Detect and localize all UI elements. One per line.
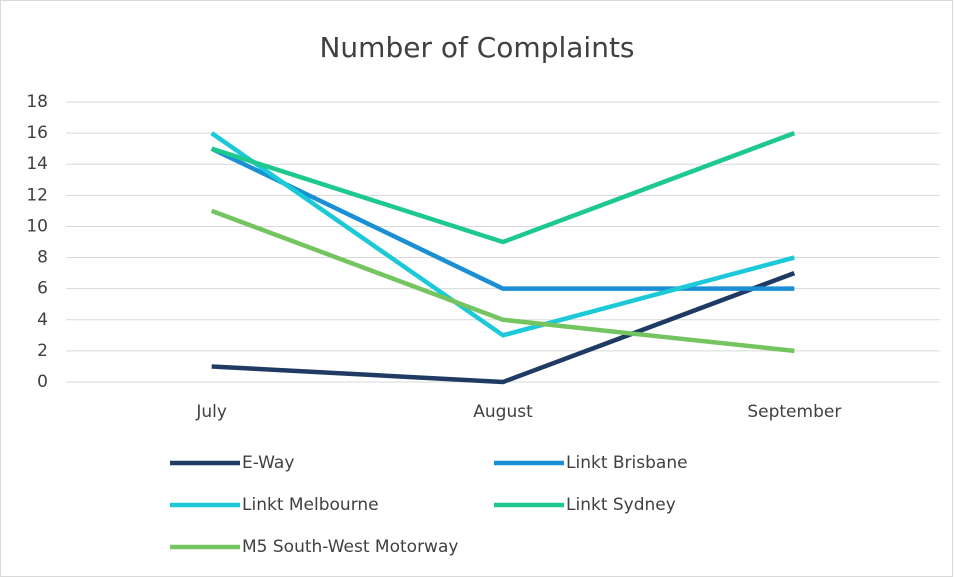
series-line (210, 131, 796, 245)
y-tick-label: 18 (26, 92, 48, 112)
y-tick-label: 14 (26, 154, 48, 174)
y-tick-label: 6 (37, 279, 48, 299)
y-tick-label: 8 (37, 248, 48, 268)
series-line (211, 271, 796, 385)
legend-label: Linkt Melbourne (242, 495, 379, 515)
series-line (210, 131, 795, 338)
legend-label: M5 South-West Motorway (242, 537, 458, 557)
legend-label: Linkt Sydney (566, 495, 676, 515)
x-tick-label: July (195, 402, 227, 422)
y-tick-label: 0 (37, 372, 48, 392)
chart-title: Number of Complaints (319, 31, 634, 64)
y-tick-label: 16 (26, 123, 48, 143)
series-line (210, 208, 795, 354)
legend-label: E-Way (242, 453, 294, 473)
legend-label: Linkt Brisbane (566, 453, 688, 473)
y-tick-label: 4 (37, 310, 48, 330)
y-tick-label: 2 (37, 341, 48, 361)
y-tick-label: 10 (26, 216, 48, 236)
y-tick-label: 12 (26, 185, 48, 205)
x-tick-label: August (473, 402, 533, 422)
series-line (210, 146, 795, 291)
x-tick-label: September (747, 402, 841, 422)
